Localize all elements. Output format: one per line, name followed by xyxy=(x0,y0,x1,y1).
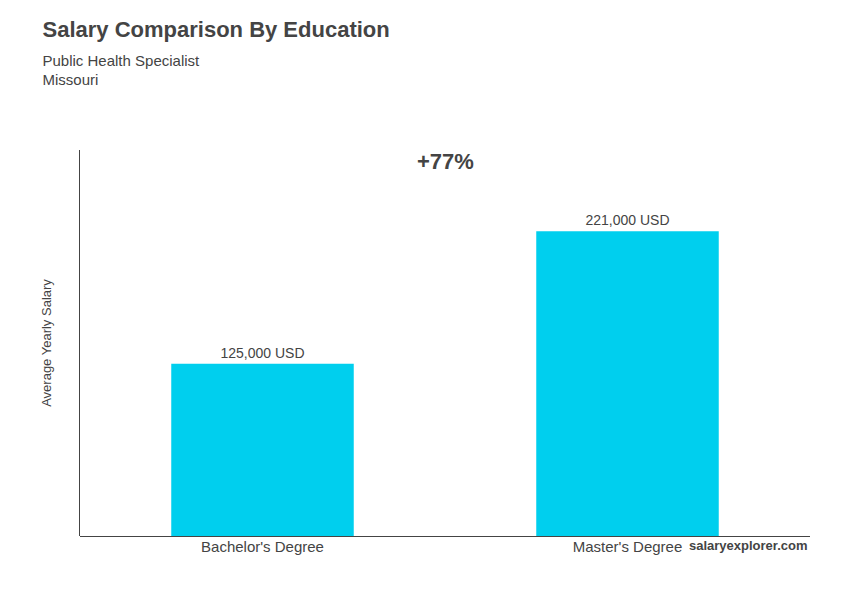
svg-text:Salary Comparison By Education: Salary Comparison By Education xyxy=(43,17,390,42)
svg-text:221,000 USD: 221,000 USD xyxy=(585,212,669,228)
svg-text:Master's Degree: Master's Degree xyxy=(573,538,683,555)
svg-text:+77%: +77% xyxy=(417,149,474,174)
svg-text:salaryexplorer.com: salaryexplorer.com xyxy=(689,538,808,553)
svg-text:Public Health SpecialistMissou: Public Health SpecialistMissouri xyxy=(43,52,201,89)
svg-text:Bachelor's Degree: Bachelor's Degree xyxy=(201,538,324,555)
svg-text:125,000 USD: 125,000 USD xyxy=(220,345,304,361)
svg-text:Average Yearly Salary: Average Yearly Salary xyxy=(39,279,54,407)
